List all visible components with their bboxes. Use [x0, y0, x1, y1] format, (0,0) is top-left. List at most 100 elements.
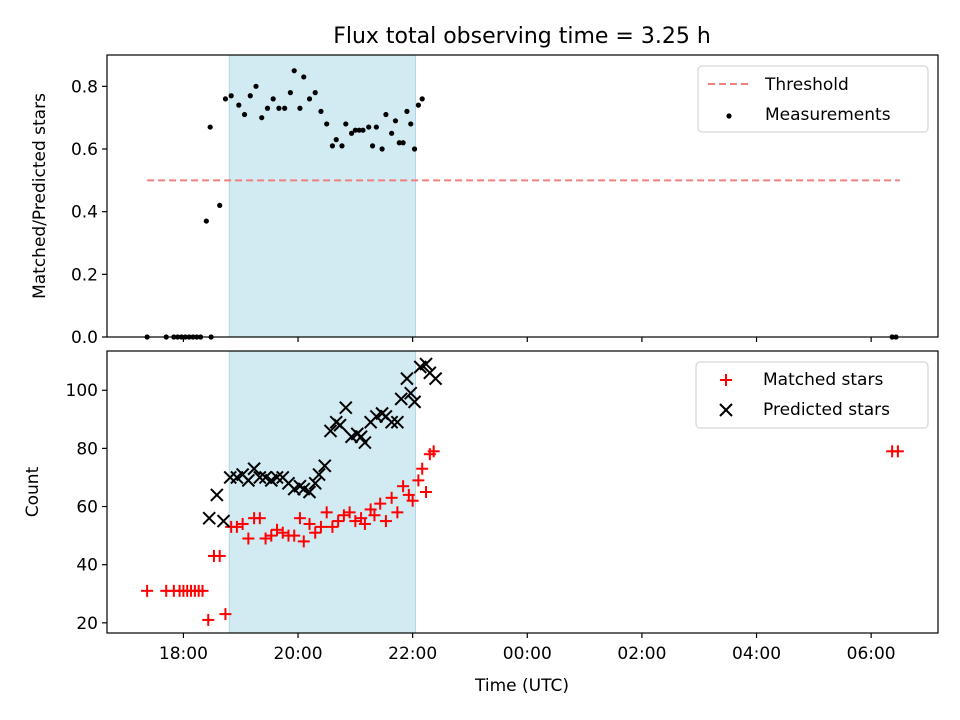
- measurement-point: [217, 202, 223, 208]
- ratio-panel-frame: [106, 54, 939, 338]
- matched-star-point: [236, 517, 249, 530]
- matched-star-point: [332, 515, 345, 528]
- count-x-tick-label: 22:00: [388, 644, 437, 664]
- matched-star-point: [320, 506, 333, 519]
- matched-star-point: [219, 608, 232, 621]
- predicted-star-point: [323, 424, 338, 438]
- measurement-point: [389, 130, 395, 136]
- measurement-point: [369, 143, 376, 149]
- measurement-point: [291, 68, 297, 74]
- legend-measurements-swatch: [726, 113, 732, 119]
- predicted-star-point: [270, 470, 284, 485]
- measurement-point: [270, 96, 276, 102]
- measurement-point: [352, 127, 358, 133]
- measurement-point: [339, 143, 345, 149]
- matched-star-point: [397, 480, 410, 493]
- measurement-point: [264, 105, 271, 111]
- measurement-point: [415, 102, 421, 108]
- matched-star-point: [293, 512, 306, 525]
- matched-star-point: [891, 445, 904, 458]
- ratio-legend: Threshold Measurements: [697, 65, 929, 133]
- count-y-tick-label: 20: [76, 614, 98, 634]
- measurement-point: [228, 93, 234, 99]
- matched-star-point: [196, 584, 209, 597]
- measurement-point: [396, 140, 402, 146]
- count-y-tick-label: 40: [76, 556, 98, 576]
- count-y-tick-label: 100: [66, 381, 98, 401]
- ratio-legend-box: [697, 65, 929, 133]
- matched-star-point: [288, 529, 301, 542]
- predicted-star-point: [333, 418, 347, 432]
- measurement-point: [253, 83, 259, 89]
- predicted-star-point: [407, 395, 422, 409]
- count-x-tick-label: 18:00: [159, 644, 208, 664]
- measurement-point: [203, 218, 209, 224]
- matched-star-point: [276, 526, 289, 539]
- ratio-y-tick-label: 0.6: [71, 140, 98, 160]
- count-x-tick-label: 20:00: [274, 644, 323, 664]
- predicted-star-point: [247, 462, 261, 476]
- matched-star-point: [265, 529, 278, 542]
- legend-matched-swatch: [720, 374, 732, 386]
- matched-star-point: [202, 613, 215, 626]
- count-legend-box: [695, 361, 929, 429]
- measurement-point: [348, 130, 355, 136]
- measurement-point: [324, 121, 330, 127]
- count-legend: Matched stars Predicted stars: [695, 361, 929, 429]
- predicted-star-point: [428, 371, 443, 386]
- measurement-point: [400, 140, 406, 146]
- matched-star-point: [358, 517, 371, 530]
- measurement-point: [419, 96, 425, 102]
- legend-predicted-label: Predicted stars: [763, 400, 890, 420]
- predicted-star-point: [312, 467, 326, 482]
- count-x-tick-label: 04:00: [732, 644, 781, 664]
- measurement-point: [360, 127, 366, 133]
- matched-star-point: [349, 515, 362, 528]
- matched-star-point: [412, 474, 425, 487]
- matched-star-point: [420, 486, 433, 498]
- measurement-point: [379, 146, 385, 152]
- matched-star-point: [259, 532, 272, 545]
- matched-star-point: [416, 462, 429, 475]
- measurement-point: [329, 143, 336, 149]
- matched-star-point: [303, 517, 316, 530]
- matched-star-point: [271, 523, 284, 536]
- measurement-point: [356, 127, 362, 133]
- legend-measurements-label: Measurements: [765, 105, 891, 125]
- count-x-tick-label: 06:00: [847, 644, 896, 664]
- measurement-point: [259, 115, 265, 121]
- figure-title: Flux total observing time = 3.25 h: [333, 24, 711, 49]
- measurement-point: [306, 96, 313, 102]
- count-x-tick-label: 02:00: [617, 644, 666, 664]
- ratio-y-tick-label: 0.4: [71, 203, 98, 223]
- measurement-point: [241, 111, 248, 118]
- predicted-star-point: [216, 514, 231, 528]
- matched-star-point: [242, 532, 255, 545]
- matched-star-point: [337, 509, 350, 522]
- measurement-point: [366, 124, 372, 130]
- predicted-star-point: [394, 392, 408, 406]
- predicted-star-point: [354, 430, 368, 444]
- matched-star-point: [374, 497, 387, 510]
- count-x-tick-label: 00:00: [503, 644, 552, 664]
- matched-star-point: [391, 506, 404, 519]
- measurement-point: [282, 105, 288, 111]
- count-panel-frame: [106, 350, 939, 634]
- measurement-point: [404, 108, 410, 114]
- ratio-y-tick-label: 0.2: [71, 265, 98, 285]
- predicted-star-point: [253, 470, 267, 485]
- predicted-star-point: [390, 415, 405, 429]
- measurement-point: [411, 146, 418, 152]
- count-y-tick-label: 80: [76, 439, 98, 459]
- predicted-star-point: [241, 473, 256, 488]
- matched-star-point: [253, 512, 266, 525]
- measurement-point: [287, 90, 293, 96]
- matched-star-point: [314, 520, 327, 533]
- matched-star-point: [230, 520, 243, 533]
- predicted-star-point: [210, 488, 224, 502]
- measurement-point: [383, 111, 389, 118]
- x-axis-label: Time (UTC): [474, 676, 569, 696]
- ratio-y-tick-label: 0.0: [71, 328, 98, 348]
- matched-star-point: [213, 549, 226, 562]
